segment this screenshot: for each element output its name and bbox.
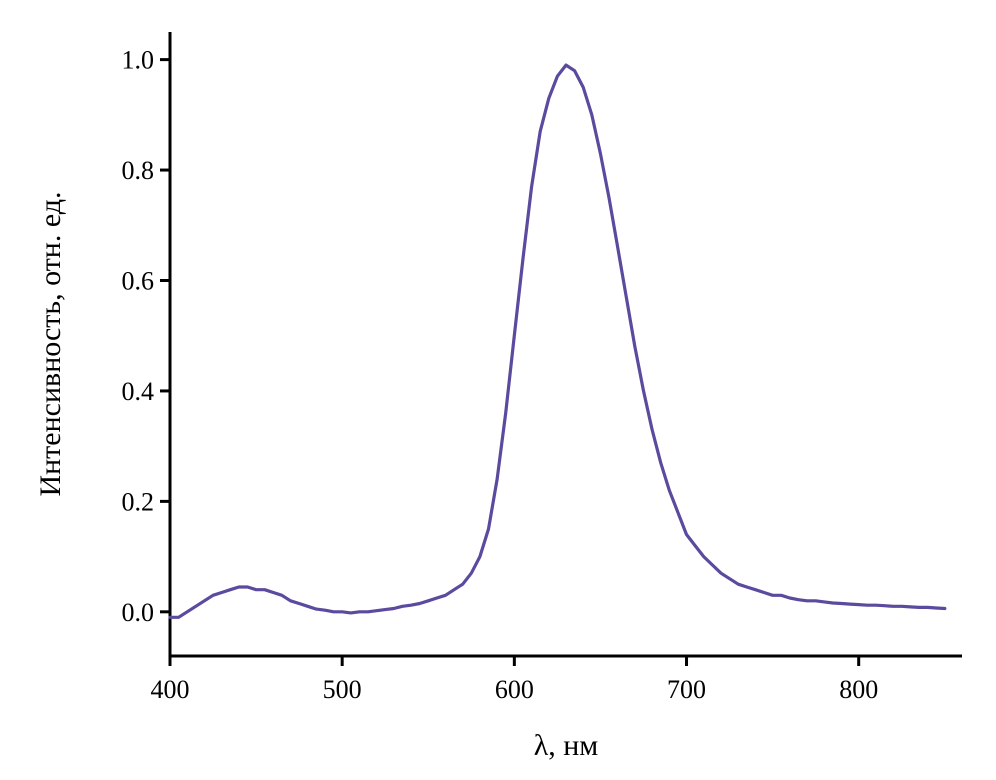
y-tick-label-5: 1.0	[122, 46, 155, 75]
x-axis-title: λ, нм	[534, 729, 599, 762]
x-tick-label-2: 600	[495, 675, 534, 704]
x-tick-label-1: 500	[323, 675, 362, 704]
x-ticks: 400 500 600 700 800	[151, 656, 878, 704]
y-tick-label-0: 0.0	[122, 598, 155, 627]
y-axis-title: Интенсивность, отн. ед.	[34, 191, 67, 496]
y-tick-label-4: 0.8	[122, 156, 155, 185]
y-tick-label-1: 0.2	[122, 487, 155, 516]
y-tick-label-2: 0.4	[122, 377, 155, 406]
x-tick-label-3: 700	[667, 675, 706, 704]
x-tick-label-4: 800	[839, 675, 878, 704]
plot-area: 400 500 600 700 800 0.0 0.2 0.4 0.6 0.8 1.0	[122, 32, 962, 704]
x-tick-label-0: 400	[151, 675, 190, 704]
y-tick-label-3: 0.6	[122, 266, 155, 295]
series-group	[168, 63, 947, 619]
y-ticks: 0.0 0.2 0.4 0.6 0.8 1.0	[122, 46, 170, 627]
series-line-0	[168, 63, 947, 619]
